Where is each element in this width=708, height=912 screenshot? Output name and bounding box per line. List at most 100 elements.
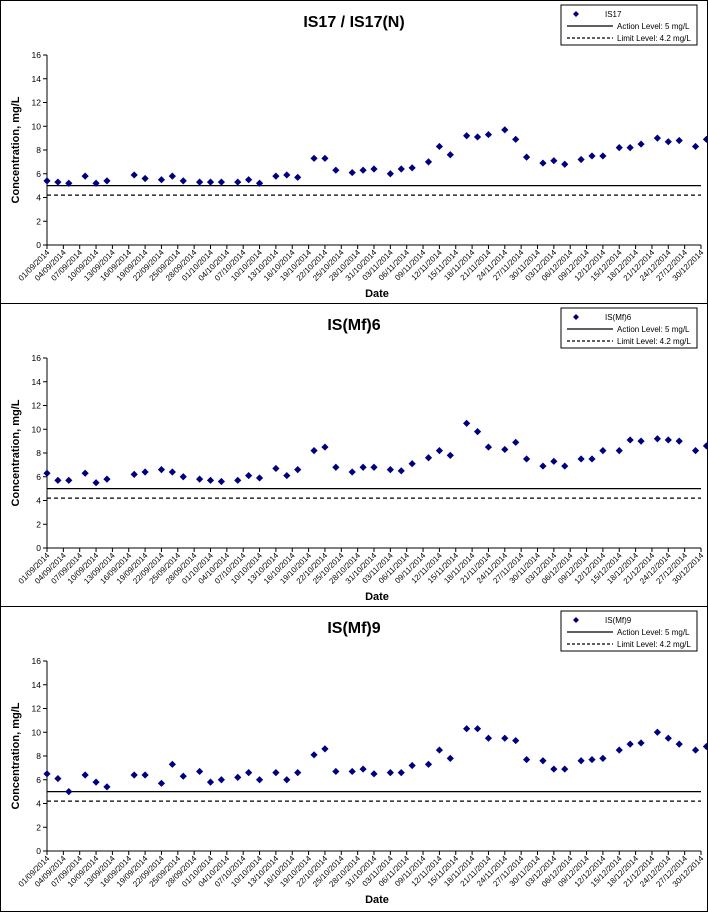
data-point [512, 736, 520, 745]
y-tick-label: 16 [32, 656, 42, 666]
data-point [435, 746, 443, 754]
data-point [539, 757, 547, 765]
data-point [43, 177, 51, 185]
data-point [637, 739, 645, 747]
data-point [484, 443, 493, 451]
data-point [561, 462, 569, 470]
data-point [550, 457, 558, 465]
data-point [664, 436, 672, 444]
data-point [626, 740, 634, 748]
y-tick-label: 6 [36, 472, 41, 482]
data-point [310, 447, 318, 455]
y-tick-label: 8 [36, 751, 41, 761]
data-point [523, 153, 531, 161]
data-point [463, 725, 471, 733]
data-point [702, 742, 707, 751]
data-point [463, 419, 471, 427]
legend-label: IS17 [605, 10, 622, 19]
data-point [294, 769, 302, 777]
legend-marker-diamond [573, 314, 579, 320]
data-point [424, 760, 433, 768]
data-point [168, 468, 176, 476]
data-point [615, 447, 623, 455]
y-tick-label: 14 [32, 680, 42, 690]
data-point [179, 177, 187, 185]
data-point [359, 765, 367, 773]
data-point [157, 176, 166, 184]
data-point [446, 451, 454, 459]
y-tick-label: 4 [36, 193, 41, 203]
data-point [463, 132, 471, 140]
y-tick-label: 8 [36, 145, 41, 155]
data-point [332, 463, 340, 471]
y-tick-label: 12 [32, 98, 42, 108]
data-point [168, 760, 176, 768]
data-point [359, 463, 367, 471]
legend: IS(Mf)9 Action Level: 5 mg/L Limit Level: … [560, 610, 698, 652]
data-point [691, 447, 700, 455]
data-point [255, 776, 264, 784]
data-point [103, 783, 111, 791]
data-point [255, 179, 264, 187]
data-point [599, 754, 607, 762]
legend-label: IS(Mf)9 [605, 616, 632, 625]
data-point [539, 159, 547, 167]
y-axis-label: Concentration, mg/L [10, 702, 22, 809]
data-point [675, 437, 683, 445]
panel-divider [1, 303, 707, 304]
data-point [512, 438, 520, 446]
chart-ismf6: IS(Mf)6024681012141601/09/201404/09/2014… [10, 307, 707, 603]
data-point [179, 473, 187, 481]
data-point [321, 443, 329, 451]
y-tick-label: 4 [36, 496, 41, 506]
data-point [523, 755, 531, 764]
data-point [234, 178, 242, 186]
data-point [653, 435, 661, 443]
data-point [637, 140, 645, 148]
data-point [370, 463, 378, 471]
chart-ismf9: IS(Mf)9024681012141601/09/201404/09/2014… [10, 610, 707, 906]
legend-marker-diamond [573, 617, 579, 623]
data-point [702, 442, 707, 450]
data-point [588, 152, 596, 160]
data-point [577, 757, 585, 765]
y-tick-label: 0 [36, 543, 41, 553]
data-point [408, 164, 416, 172]
data-point [255, 474, 264, 482]
legend: IS(Mf)6 Action Level: 5 mg/L Limit Level: … [560, 307, 698, 349]
data-point [664, 734, 672, 742]
y-tick-label: 8 [36, 448, 41, 458]
data-point [245, 769, 253, 777]
data-point [168, 172, 176, 180]
data-point [294, 466, 302, 474]
chart-panel-3: IS(Mf)9 0 2 4 6 8 10 12 14 16 01/09/2014 04/09/2014… [1, 607, 707, 911]
y-tick-label: 14 [32, 74, 42, 84]
data-point [424, 454, 433, 462]
data-point [92, 179, 100, 187]
data-point [359, 166, 367, 174]
data-point [157, 466, 166, 474]
data-point [272, 464, 280, 473]
data-point [588, 455, 596, 463]
data-point [65, 788, 73, 796]
data-point [348, 767, 356, 776]
legend-label: IS(Mf)6 [605, 313, 632, 322]
data-point [206, 778, 215, 786]
data-point [103, 177, 111, 185]
y-tick-label: 16 [32, 50, 42, 60]
data-point [386, 466, 394, 474]
data-point [539, 462, 547, 470]
data-point [81, 469, 89, 477]
data-point [691, 746, 700, 754]
data-point [43, 469, 51, 477]
data-point [675, 136, 683, 145]
data-point [54, 476, 62, 484]
data-point [397, 769, 405, 777]
data-point [283, 776, 291, 784]
data-point [484, 130, 493, 139]
data-point [523, 455, 531, 463]
chart-is17: IS17 / IS17(N)024681012141601/09/201404/… [10, 4, 707, 300]
y-tick-label: 6 [36, 169, 41, 179]
data-point [217, 178, 225, 186]
data-point [206, 476, 215, 484]
